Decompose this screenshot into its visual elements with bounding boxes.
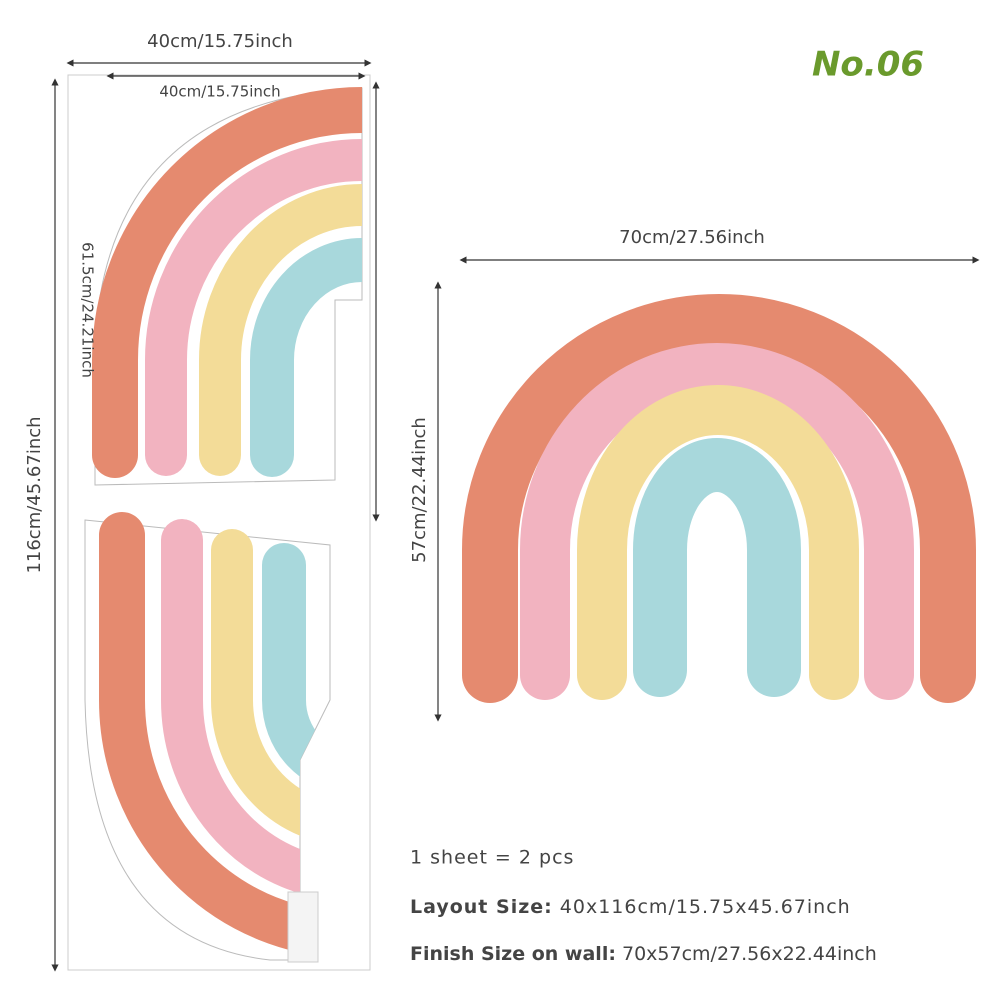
dimension-label: 40cm/15.75inch <box>159 83 280 101</box>
band <box>199 184 362 476</box>
dimension-label: 57cm/22.44inch <box>409 417 430 563</box>
spec-line: Layout Size: 40x116cm/15.75x45.67inch <box>410 896 851 918</box>
badge: No.06 <box>812 45 924 85</box>
band <box>462 294 976 703</box>
spec-value: 40x116cm/15.75x45.67inch <box>560 896 851 918</box>
dimension-label: 40cm/15.75inch <box>147 31 293 52</box>
band <box>145 139 362 476</box>
rainbow-finished <box>462 294 976 703</box>
spec-value: 70x57cm/27.56x22.44inch <box>622 943 877 965</box>
band <box>262 543 330 794</box>
spec-label: Layout Size: <box>410 896 553 918</box>
band <box>633 438 801 697</box>
spec-line: 1 sheet = 2 pcs <box>410 847 574 869</box>
band <box>250 238 362 477</box>
dimension-label: 70cm/27.56inch <box>619 227 765 248</box>
sheet-label <box>287 891 319 963</box>
band <box>577 385 859 700</box>
band <box>92 87 362 478</box>
spec-label: Finish Size on wall: <box>410 943 616 965</box>
spec-line: Finish Size on wall: 70x57cm/27.56x22.44… <box>410 943 877 965</box>
rainbow-top-piece <box>92 87 362 478</box>
band <box>520 343 914 700</box>
dimension-label: 116cm/45.67inch <box>24 416 45 573</box>
dimension-label: 61.5cm/24.21inch <box>79 242 97 378</box>
